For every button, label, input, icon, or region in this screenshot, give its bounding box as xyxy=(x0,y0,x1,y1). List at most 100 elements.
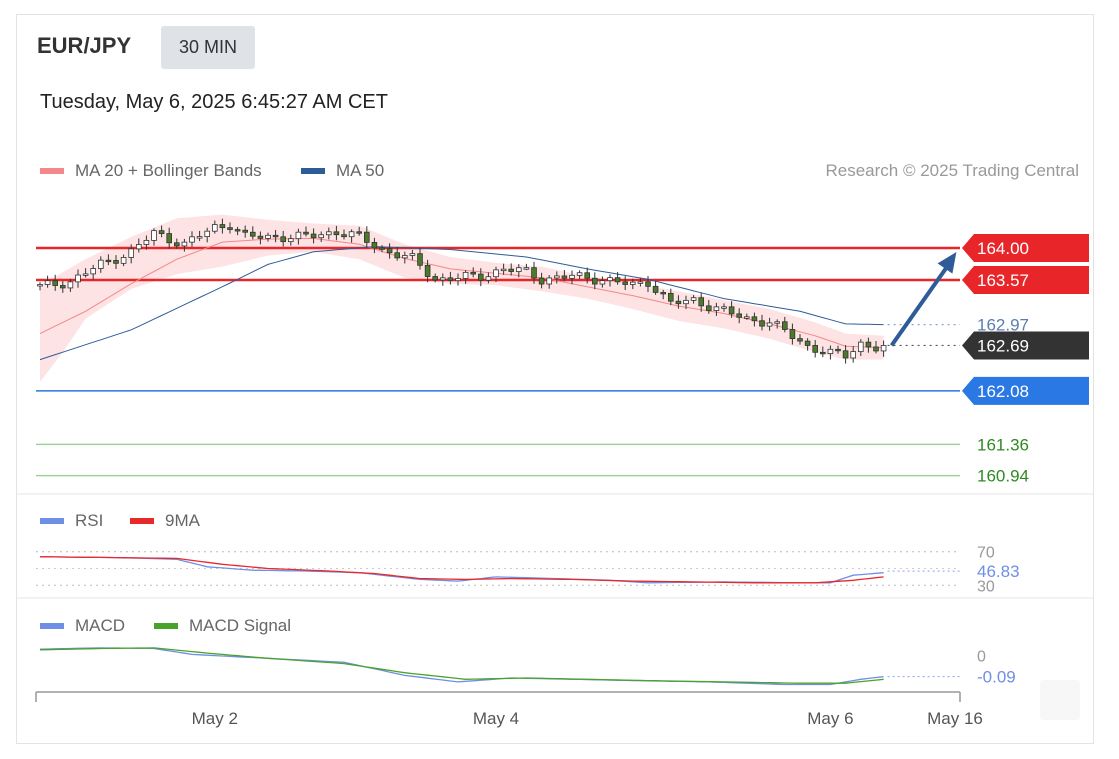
candle xyxy=(181,238,188,252)
timestamp: Tuesday, May 6, 2025 6:45:27 AM CET xyxy=(40,91,388,113)
candle-body xyxy=(242,229,249,233)
candle xyxy=(561,269,568,282)
candle xyxy=(477,268,484,287)
bollinger-band xyxy=(40,214,884,382)
legend-ma50: MA 50 xyxy=(301,161,384,181)
candle xyxy=(713,302,720,316)
candle-body xyxy=(37,284,43,287)
candle xyxy=(394,246,400,261)
candle xyxy=(523,263,530,271)
candle-body xyxy=(607,277,613,282)
legend-macd-swatch xyxy=(40,623,64,629)
candle-body xyxy=(637,281,644,284)
candle xyxy=(607,274,613,287)
candle-body xyxy=(181,241,188,247)
candle xyxy=(622,276,628,291)
candle-body xyxy=(508,268,514,272)
candle xyxy=(37,282,43,291)
candle xyxy=(865,337,872,353)
candle-body xyxy=(363,231,370,243)
candle-body xyxy=(44,280,51,285)
candle-body xyxy=(113,260,119,264)
legend-ma50-swatch xyxy=(301,168,325,174)
candle-body xyxy=(797,338,803,342)
candle xyxy=(842,345,849,364)
candle xyxy=(447,271,454,285)
candle xyxy=(614,272,621,285)
legend-rsi-ma-label: 9MA xyxy=(165,511,200,530)
candle xyxy=(576,270,583,279)
candle xyxy=(751,312,758,327)
candle-body xyxy=(128,248,135,258)
candle xyxy=(721,303,727,312)
macd-signal-line xyxy=(39,647,884,684)
level-tag-last-price xyxy=(962,331,1089,360)
candle xyxy=(546,275,552,289)
candle-body xyxy=(67,281,74,289)
candle-body xyxy=(744,316,750,319)
candle xyxy=(204,227,211,243)
symbol-title: EUR/JPY xyxy=(37,33,132,58)
level-label: 162.97 xyxy=(977,316,1029,335)
macd-current-label: -0.09 xyxy=(977,668,1016,687)
candle-body xyxy=(721,306,727,309)
candle xyxy=(599,276,606,288)
candle-body xyxy=(698,297,704,307)
legend-ma50-label: MA 50 xyxy=(336,161,385,180)
candle-body xyxy=(554,275,560,279)
candle-body xyxy=(310,233,317,239)
candle-body xyxy=(493,269,499,278)
candle-body xyxy=(105,259,112,263)
candle-body xyxy=(295,231,302,240)
candle xyxy=(189,231,195,247)
candle xyxy=(325,227,332,240)
candle xyxy=(257,231,264,245)
candle xyxy=(265,232,271,242)
candle xyxy=(82,268,89,278)
candle xyxy=(98,256,104,273)
candle-body xyxy=(272,234,279,238)
candle-body xyxy=(394,252,400,259)
candle xyxy=(850,346,856,363)
candle-body xyxy=(592,277,598,285)
candle xyxy=(728,301,735,318)
forecast-arrow-shaft xyxy=(889,260,953,347)
candle-body xyxy=(287,238,294,243)
candle-body xyxy=(584,272,590,279)
legend-ma20-label: MA 20 + Bollinger Bands xyxy=(75,161,262,180)
candle xyxy=(379,245,385,253)
candle xyxy=(409,249,416,261)
candle xyxy=(348,229,355,243)
candle-body xyxy=(234,229,241,232)
candle xyxy=(60,281,66,293)
candle-body xyxy=(98,259,104,269)
legend-rsi-swatch xyxy=(40,518,64,524)
candle xyxy=(820,346,826,358)
candle-body xyxy=(485,276,492,281)
timeframe-button[interactable]: 30 MIN xyxy=(161,26,255,69)
level-label: 162.08 xyxy=(977,382,1029,401)
candle-body xyxy=(318,234,324,239)
candle xyxy=(44,275,51,288)
candle-body xyxy=(439,277,446,281)
rsi-level-label: 70 xyxy=(977,545,995,562)
candle xyxy=(303,226,309,237)
candle-body xyxy=(751,316,758,322)
credit-text: Research © 2025 Trading Central xyxy=(825,161,1080,180)
candle xyxy=(280,230,286,247)
candle xyxy=(554,271,560,284)
corner-widget[interactable] xyxy=(1040,680,1080,720)
candle-body xyxy=(249,231,256,237)
candle xyxy=(736,308,742,324)
candle-body xyxy=(333,231,340,236)
candle xyxy=(211,220,218,234)
candle xyxy=(151,228,157,246)
candle-body xyxy=(196,236,203,239)
candle-body xyxy=(455,278,461,282)
ma50-line xyxy=(39,246,884,361)
candle xyxy=(242,225,249,238)
candle xyxy=(690,295,697,304)
candle xyxy=(652,281,659,295)
candle xyxy=(493,266,499,283)
